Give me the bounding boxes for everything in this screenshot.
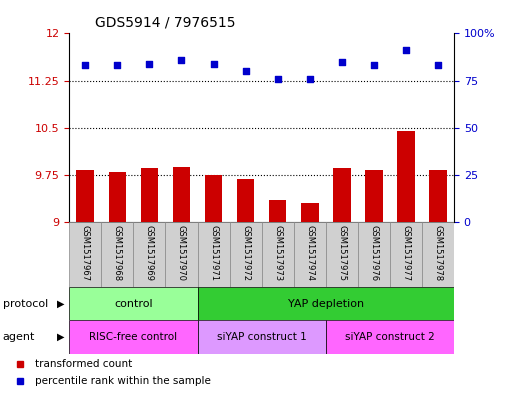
Point bbox=[209, 61, 218, 67]
Point bbox=[242, 68, 250, 74]
Text: GSM1517967: GSM1517967 bbox=[81, 225, 90, 281]
Text: GSM1517975: GSM1517975 bbox=[337, 225, 346, 281]
Point bbox=[402, 47, 410, 53]
Point bbox=[113, 62, 122, 69]
Bar bbox=[293, 222, 326, 287]
Point bbox=[338, 59, 346, 65]
Bar bbox=[262, 222, 293, 287]
Text: GSM1517970: GSM1517970 bbox=[177, 225, 186, 281]
Bar bbox=[229, 222, 262, 287]
Bar bbox=[205, 175, 222, 222]
Point bbox=[434, 62, 442, 69]
Bar bbox=[365, 171, 383, 222]
Text: GSM1517968: GSM1517968 bbox=[113, 225, 122, 281]
Text: YAP depletion: YAP depletion bbox=[288, 299, 364, 309]
Text: ▶: ▶ bbox=[56, 299, 64, 309]
Bar bbox=[429, 170, 447, 222]
Bar bbox=[390, 222, 422, 287]
Bar bbox=[237, 179, 254, 222]
Bar bbox=[326, 320, 454, 354]
Text: protocol: protocol bbox=[3, 299, 48, 309]
Bar bbox=[165, 222, 198, 287]
Text: GSM1517977: GSM1517977 bbox=[401, 225, 410, 281]
Point bbox=[81, 62, 89, 69]
Point bbox=[306, 75, 314, 82]
Text: control: control bbox=[114, 299, 153, 309]
Bar bbox=[198, 287, 454, 320]
Bar bbox=[133, 222, 165, 287]
Text: GDS5914 / 7976515: GDS5914 / 7976515 bbox=[95, 15, 235, 29]
Text: siYAP construct 2: siYAP construct 2 bbox=[345, 332, 435, 342]
Text: agent: agent bbox=[3, 332, 35, 342]
Text: percentile rank within the sample: percentile rank within the sample bbox=[35, 376, 211, 386]
Text: siYAP construct 1: siYAP construct 1 bbox=[217, 332, 306, 342]
Point bbox=[370, 62, 378, 69]
Bar bbox=[173, 167, 190, 222]
Bar bbox=[301, 202, 319, 222]
Text: GSM1517976: GSM1517976 bbox=[369, 225, 379, 281]
Bar bbox=[422, 222, 454, 287]
Bar bbox=[333, 168, 350, 222]
Bar bbox=[326, 222, 358, 287]
Point bbox=[145, 61, 153, 67]
Text: GSM1517973: GSM1517973 bbox=[273, 225, 282, 281]
Text: GSM1517971: GSM1517971 bbox=[209, 225, 218, 281]
Bar bbox=[69, 222, 102, 287]
Bar bbox=[198, 320, 326, 354]
Bar bbox=[141, 168, 158, 222]
Bar bbox=[198, 222, 229, 287]
Bar bbox=[397, 131, 415, 222]
Text: GSM1517978: GSM1517978 bbox=[433, 225, 443, 281]
Bar bbox=[102, 222, 133, 287]
Text: ▶: ▶ bbox=[56, 332, 64, 342]
Bar bbox=[358, 222, 390, 287]
Bar bbox=[69, 287, 198, 320]
Text: GSM1517969: GSM1517969 bbox=[145, 225, 154, 281]
Text: GSM1517974: GSM1517974 bbox=[305, 225, 314, 281]
Bar bbox=[76, 171, 94, 222]
Text: GSM1517972: GSM1517972 bbox=[241, 225, 250, 281]
Text: transformed count: transformed count bbox=[35, 358, 132, 369]
Point bbox=[273, 75, 282, 82]
Text: RISC-free control: RISC-free control bbox=[89, 332, 177, 342]
Bar bbox=[109, 173, 126, 222]
Bar bbox=[69, 320, 198, 354]
Bar bbox=[269, 200, 286, 222]
Point bbox=[177, 57, 186, 63]
